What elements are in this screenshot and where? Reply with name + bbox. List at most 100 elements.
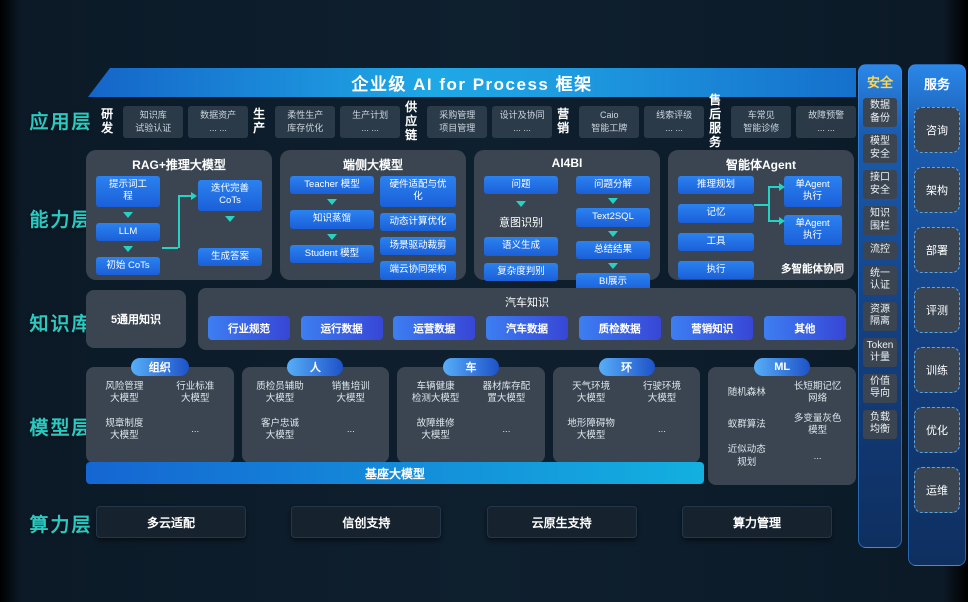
flow-box: 推理规划 [678, 176, 754, 195]
service-item: 架构 [914, 167, 960, 213]
model-item: ... [658, 423, 666, 435]
model-item: ... [502, 423, 511, 435]
security-item: 知识 围栏 [863, 206, 897, 235]
base-model-bar: 基座大模型 [86, 462, 704, 484]
knowledge-pill: 营销知识 [671, 316, 754, 340]
flow-box: 单Agent 执行 [783, 176, 842, 207]
service-column-header: 服务 [923, 77, 950, 92]
flow-box: 记忆 [678, 204, 754, 223]
flow-box: 复杂度判别 [484, 262, 558, 282]
auto-knowledge-card: 汽车知识 行业规范 运行数据 运营数据 汽车数据 质检数据 营销知识 其他 [198, 288, 856, 350]
flow-box: 执行 [678, 261, 754, 280]
layer-label-compute: 算力层 [29, 515, 93, 536]
service-item: 部署 [914, 227, 960, 273]
app-scenario-box: 设计及协同 ... ... [492, 105, 552, 139]
connector-arrow-icon [779, 217, 785, 225]
flow-box: 初始 CoTs [96, 257, 160, 276]
model-item: 行驶环境 大模型 [642, 381, 681, 405]
app-group: 售后 服务 车常见 智能诊修 故障预警 ... ... [704, 93, 856, 149]
app-group: 营销 Caio 智能工牌 线索评级 ... ... [552, 105, 704, 139]
layer-label-application: 应用层 [29, 112, 93, 133]
app-scenario-box: 车常见 智能诊修 [731, 105, 792, 139]
model-item-grid: 随机森林 长短期记忆 网络 蚁群算法 多变量灰色 模型 近似动态 规划... [712, 381, 852, 469]
flow-box: 单Agent 执行 [783, 214, 842, 246]
capability-card: 端侧大模型 Teacher 模型 知识蒸馏 Student 模型 硬件适配与优 化动态计… [280, 150, 466, 280]
model-item: 多变量灰色 模型 [793, 412, 842, 437]
model-item-grid: 天气环境 大模型 行驶环境 大模型 地形障碍物 大模型... [557, 381, 697, 442]
flow-box: 硬件适配与优 化 [380, 176, 456, 207]
model-group-card: 车车辆健康 检测大模型 器材库存配 置大模型故障维修 大模型... [397, 358, 545, 463]
layer-label-model: 模型层 [29, 418, 93, 439]
flow-box: Student 模型 [290, 244, 374, 264]
flow-column: 推理规划 记忆 工具 执行 [678, 176, 754, 280]
model-item: 故障维修 大模型 [416, 417, 455, 442]
knowledge-pill: 质检数据 [578, 316, 661, 340]
connector-line [178, 196, 180, 248]
knowledge-pill-row: 行业规范 运行数据 运营数据 汽车数据 质检数据 营销知识 其他 [208, 316, 846, 340]
flow-column: 单Agent 执行 单Agent 执行 多智能体协同 [781, 176, 844, 279]
app-scenario-box: 采购管理 项目管理 [427, 105, 488, 139]
model-group-card: 人质检员辅助 大模型 销售培训 大模型 客户忠诚 大模型... [241, 358, 390, 463]
app-scenario-box: 柔性生产 库存优化 [275, 105, 336, 139]
security-column-header: 安全 [866, 75, 893, 90]
compute-box: 多云适配 [96, 506, 246, 538]
security-item: 负载 均衡 [863, 409, 897, 439]
flow-box: 动态计算优化 [380, 212, 456, 232]
model-item: 车辆健康 检测大模型 [411, 381, 460, 405]
connector-line [768, 220, 780, 222]
knowledge-pill: 运营数据 [393, 316, 476, 340]
app-group-name: 供应 链 [405, 100, 418, 142]
model-item: 规章制度 大模型 [105, 417, 144, 442]
app-scenario-box: 知识库 试验认证 [123, 105, 184, 139]
model-group-pill: 车 [442, 358, 499, 376]
arrow-down-icon [123, 211, 133, 218]
service-item: 咨询 [914, 107, 960, 153]
connector-line [178, 195, 192, 197]
layer-label-capability: 能力层 [29, 210, 93, 231]
flow-column: 迭代完善 CoTs 生成答案 [198, 176, 262, 275]
service-column: 服务 咨询 架构 部署 评测 训练 优化 运维 [908, 64, 966, 566]
model-group-pill: 环 [598, 358, 655, 376]
capability-card-title: 端侧大模型 [342, 158, 403, 172]
capability-card-columns: Teacher 模型 知识蒸馏 Student 模型 硬件适配与优 化动态计算优化 场景… [290, 172, 456, 280]
app-group-name: 营销 [557, 107, 570, 135]
capability-card-title: AI4BI [551, 156, 583, 170]
flow-box: 问题 [484, 176, 558, 195]
model-item: 器材库存配 置大模型 [482, 381, 531, 405]
capability-card: RAG+推理大模型 提示词工 程 LLM 初始 CoTs 迭代完善 CoTs 生成答案 [86, 150, 272, 280]
app-group-name: 售后 服务 [709, 93, 722, 149]
flow-box: 问题分解 [576, 176, 650, 195]
security-item: 统一 认证 [863, 265, 897, 295]
arrow-down-icon [608, 230, 618, 237]
capability-card-title: RAG+推理大模型 [132, 158, 226, 172]
security-item: 资源 隔离 [863, 301, 897, 331]
model-item: ... [813, 450, 822, 462]
flow-box: 生成答案 [198, 247, 262, 267]
arrow-down-icon [516, 201, 526, 208]
capability-card-columns: 推理规划 记忆 工具 执行 单Agent 执行 单Agent 执行 多智能体协同 [678, 172, 844, 280]
flow-column: 提示词工 程 LLM 初始 CoTs [96, 176, 160, 276]
compute-box: 信创支持 [291, 506, 442, 538]
app-scenario-box: 故障预警 ... ... [796, 105, 856, 139]
model-item: 行业标准 大模型 [176, 381, 215, 405]
connector-arrow-icon [779, 183, 785, 191]
flow-column: 硬件适配与优 化动态计算优化 场景驱动裁剪 端云协同架构 [380, 176, 456, 280]
model-item: 客户忠诚 大模型 [260, 417, 299, 442]
model-item-grid: 风险管理 大模型 行业标准 大模型 规章制度 大模型... [90, 381, 230, 442]
capability-card-title: 智能体Agent [726, 158, 796, 172]
app-scenario-box: Caio 智能工牌 [579, 105, 640, 139]
knowledge-pill: 运行数据 [300, 316, 383, 340]
model-group-card: 环天气环境 大模型 行驶环境 大模型 地形障碍物 大模型... [552, 358, 701, 463]
model-group-card: 组织 风险管理 大模型 行业标准 大模型 规章制度 大模型... [86, 358, 234, 463]
model-item: 近似动态 规划 [727, 444, 766, 468]
model-item: 质检员辅助 大模型 [256, 381, 304, 405]
model-group-pill: ML [754, 358, 811, 376]
app-scenario-box: 线索评级 ... ... [644, 105, 704, 139]
knowledge-pill: 汽车数据 [485, 316, 568, 340]
app-group-name: 研发 [101, 107, 114, 135]
security-column: 安全 数据 备份 模型 安全 接口 安全 知识 围栏 流控 统一 认证 资源 隔离 Token… [858, 64, 902, 548]
knowledge-pill: 行业规范 [208, 316, 290, 340]
flow-box: LLM [96, 222, 160, 242]
flow-box: BI展示 [576, 273, 650, 292]
